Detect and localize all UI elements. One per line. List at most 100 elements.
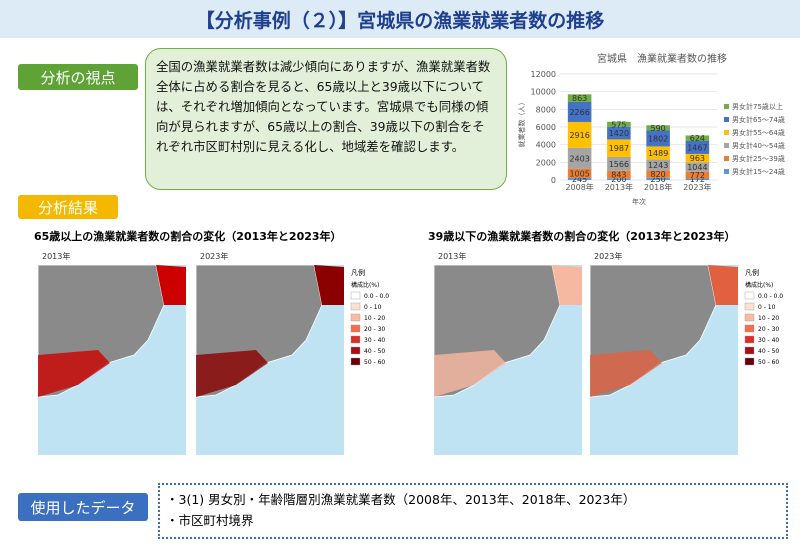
bar-segment [685, 162, 710, 172]
region [156, 265, 186, 305]
map-year: 2013年 [438, 251, 466, 261]
legend-swatch [724, 169, 729, 174]
data-used-box: ・3(1) 男女別・年齢階層別漁業就業者数（2008年、2013年、2018年、… [158, 483, 788, 539]
data-label: 575 [611, 120, 626, 129]
region [38, 350, 110, 397]
y-tick-label: 12000 [531, 70, 556, 79]
data-label: 2916 [569, 131, 589, 140]
legend-label: 男女計75歳以上 [732, 102, 783, 111]
data-label: 1566 [609, 160, 629, 169]
legend-item: 10 - 20 [364, 315, 385, 322]
bar-segment [607, 121, 631, 127]
legend-item: 20 - 30 [364, 326, 385, 333]
data-label: 1044 [687, 163, 707, 172]
data-label: 624 [690, 134, 705, 143]
data-label: 250 [650, 175, 665, 184]
legend-item: 0 - 10 [364, 304, 382, 311]
bar-segment [607, 156, 631, 171]
bar-segment [685, 178, 710, 180]
y-axis-label: 就業者数（人） [517, 99, 526, 148]
bar-segment [646, 177, 670, 180]
data-label: 590 [650, 124, 665, 133]
bar-segment [646, 159, 670, 171]
map-year: 2013年 [42, 251, 70, 261]
data-label: 1489 [648, 149, 668, 158]
data-label: 772 [690, 171, 705, 180]
bar-segment [646, 146, 670, 160]
data-label: 963 [690, 154, 705, 163]
results-label: 分析結果 [18, 195, 118, 219]
legend-swatch [744, 357, 755, 366]
x-tick-label: 2008年 [565, 182, 593, 192]
bar-segment [646, 170, 670, 178]
map-title: 39歳以下の漁業就業者数の割合の変化（2013年と2023年） [428, 230, 736, 243]
legend-title: 凡例 [351, 268, 365, 277]
bar-segment [607, 126, 631, 140]
bar-segment [607, 170, 631, 179]
data-label: 863 [572, 94, 587, 103]
bar-segment [607, 139, 631, 157]
legend-item: 30 - 40 [364, 337, 385, 344]
region [590, 350, 662, 397]
legend-label: 男女計40～54歳 [732, 141, 785, 150]
legend-label: 男女計15～24歳 [732, 167, 785, 176]
legend-swatch [724, 143, 729, 148]
region [314, 265, 344, 305]
data-label: 1243 [648, 161, 668, 170]
viewpoint-box: 全国の漁業就業者数は減少傾向にありますが、漁業就業者数全体に占める割合を見ると、… [145, 48, 507, 190]
region [434, 350, 506, 397]
chart: 宮城県 漁業就業者数の推移 就業者数（人） 年次 0 2000 4000 6000 80… [517, 52, 785, 206]
bar-segment [685, 153, 710, 163]
legend-item: 0.0 - 0.0 [758, 293, 783, 300]
viewpoint-text: 全国の漁業就業者数は減少傾向にありますが、漁業就業者数全体に占める割合を見ると、… [156, 59, 491, 154]
data-label: 1987 [609, 144, 629, 153]
y-tick-label: 8000 [536, 105, 556, 114]
chart-title: 宮城県 漁業就業者数の推移 [597, 52, 727, 65]
data-item: ・3(1) 男女別・年齢階層別漁業就業者数（2008年、2013年、2018年、… [166, 492, 636, 507]
x-axis-label: 年次 [632, 197, 646, 206]
legend-item: 40 - 50 [758, 348, 779, 355]
legend-label: 男女計25～39歳 [732, 154, 785, 163]
y-tick-label: 2000 [536, 158, 556, 167]
data-label: 820 [650, 170, 665, 179]
y-tick-label: 10000 [531, 88, 556, 97]
bar-segment [567, 121, 592, 148]
legend-swatch [744, 324, 755, 333]
legend-item: 40 - 50 [364, 348, 385, 355]
legend-swatch [724, 156, 729, 161]
data-label: 2403 [569, 154, 589, 163]
legend-item: 20 - 30 [758, 326, 779, 333]
x-tick-label: 2018年 [644, 182, 672, 192]
data-used-label: 使用したデータ [18, 493, 148, 521]
x-tick-label: 2023年 [683, 182, 711, 192]
legend-swatch [350, 291, 361, 300]
legend-swatch [350, 346, 361, 355]
legend-item: 30 - 40 [758, 337, 779, 344]
title: 【分析事例（２）】宮城県の漁業就業者数の推移 [195, 9, 605, 32]
data-item: ・市区町村境界 [166, 513, 254, 528]
legend-swatch [350, 335, 361, 344]
bar-segment [567, 177, 592, 180]
data-label: 2266 [569, 108, 589, 117]
y-tick-label: 0 [551, 176, 556, 185]
y-tick-label: 6000 [536, 123, 556, 132]
legend-swatch [724, 117, 729, 122]
legend-swatch [744, 313, 755, 322]
bar-segment [567, 101, 592, 122]
bar-segment [646, 130, 670, 147]
bar-segment [567, 168, 592, 178]
data-label: 843 [611, 171, 626, 180]
data-label: 1467 [687, 143, 707, 152]
legend-item: 50 - 60 [758, 359, 779, 366]
title-bar: 【分析事例（２）】宮城県の漁業就業者数の推移 [0, 0, 800, 38]
data-label: 245 [572, 175, 587, 184]
legend-swatch [724, 104, 729, 109]
viewpoint-label: 分析の視点 [18, 64, 138, 90]
legend-title: 凡例 [745, 268, 759, 277]
legend-item: 0 - 10 [758, 304, 776, 311]
map-title: 65歳以上の漁業就業者数の割合の変化（2013年と2023年） [34, 230, 342, 243]
legend-subtitle: 構成比(%) [351, 281, 379, 289]
legend-swatch [350, 313, 361, 322]
